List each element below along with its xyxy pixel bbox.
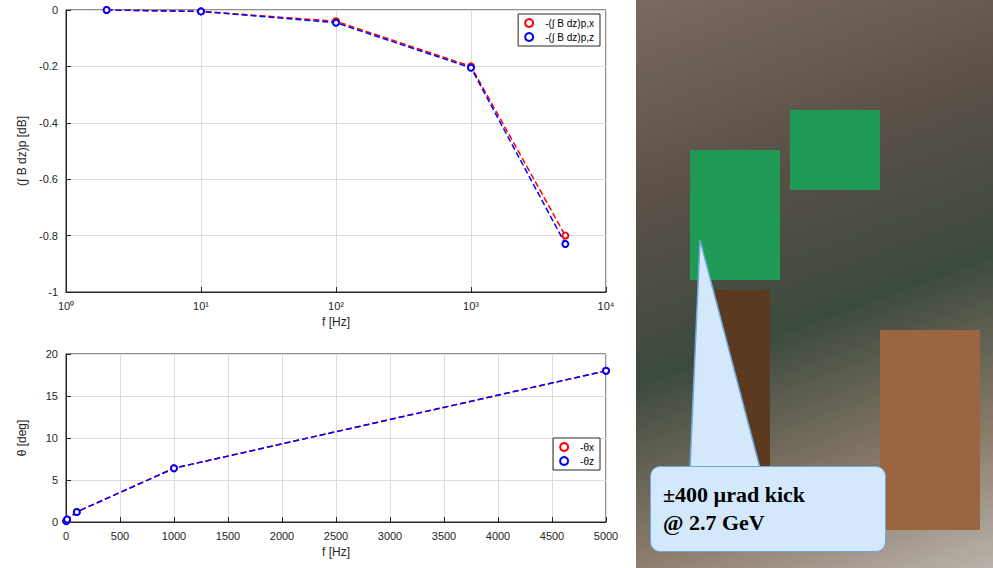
svg-text:-0.6: -0.6	[39, 173, 58, 185]
svg-text:0: 0	[52, 516, 58, 528]
svg-text:10²: 10²	[328, 300, 344, 312]
svg-text:10⁰: 10⁰	[58, 300, 74, 312]
svg-text:10¹: 10¹	[193, 300, 209, 312]
svg-text:-θz: -θz	[580, 456, 594, 467]
svg-text:f [Hz]: f [Hz]	[322, 315, 350, 329]
svg-text:0: 0	[52, 4, 58, 16]
svg-text:10⁴: 10⁴	[598, 300, 615, 312]
svg-text:θ [deg]: θ [deg]	[15, 420, 29, 457]
svg-text:0: 0	[63, 530, 69, 542]
svg-text:500: 500	[111, 530, 129, 542]
html-text:@ 2.7 GeV: @ 2.7 GeV	[663, 510, 765, 535]
svg-text:15: 15	[46, 390, 58, 402]
svg-text:10: 10	[46, 432, 58, 444]
svg-text:(∫ B dz)p [dB]: (∫ B dz)p [dB]	[15, 116, 29, 186]
svg-text:5: 5	[52, 474, 58, 486]
svg-text:1000: 1000	[162, 530, 186, 542]
svg-text:f [Hz]: f [Hz]	[322, 545, 350, 559]
svg-text:2000: 2000	[270, 530, 294, 542]
svg-text:10³: 10³	[463, 300, 479, 312]
svg-text:-(∫ B dz)p,z: -(∫ B dz)p,z	[545, 32, 594, 43]
svg-text:4000: 4000	[486, 530, 510, 542]
svg-text:4500: 4500	[540, 530, 564, 542]
svg-text:-0.2: -0.2	[39, 60, 58, 72]
svg-text:5000: 5000	[594, 530, 618, 542]
svg-text:20: 20	[46, 348, 58, 360]
svg-text:-1: -1	[48, 286, 58, 298]
html-text:±400 µrad kick: ±400 µrad kick	[663, 482, 806, 507]
svg-text:1500: 1500	[216, 530, 240, 542]
svg-text:3000: 3000	[378, 530, 402, 542]
svg-text:2500: 2500	[324, 530, 348, 542]
svg-text:-(∫ B dz)p,x: -(∫ B dz)p,x	[545, 18, 594, 29]
svg-text:-0.4: -0.4	[39, 117, 58, 129]
svg-text:-0.8: -0.8	[39, 230, 58, 242]
svg-text:-θx: -θx	[580, 442, 594, 453]
svg-text:3500: 3500	[432, 530, 456, 542]
